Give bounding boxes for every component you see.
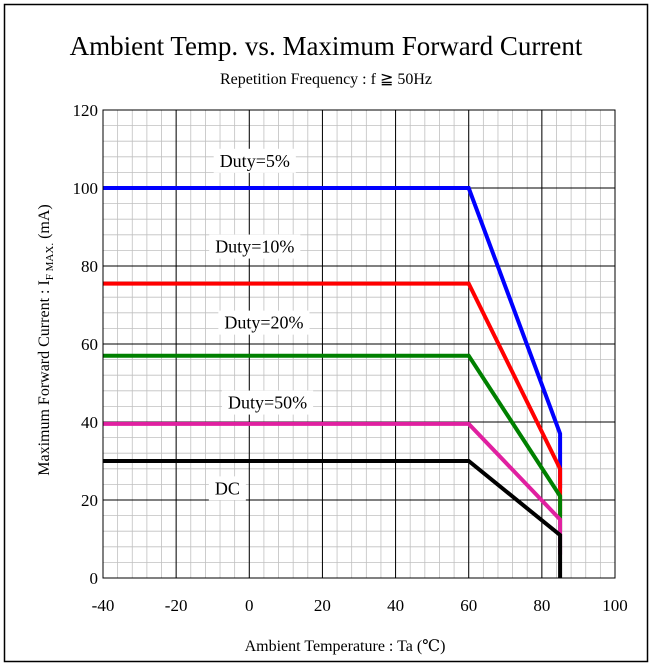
series-label-3: Duty=50% <box>228 393 307 413</box>
y-axis-label-sub: F MAX. <box>44 243 56 281</box>
x-tick-label: 0 <box>245 596 254 615</box>
y-tick-label: 20 <box>81 491 98 510</box>
series-label-1: Duty=10% <box>215 237 294 257</box>
x-tick-label: 40 <box>387 596 404 615</box>
outer-frame <box>5 5 648 662</box>
y-tick-label: 40 <box>81 413 98 432</box>
y-tick-label: 100 <box>73 179 99 198</box>
y-tick-label: 80 <box>81 257 98 276</box>
x-tick-label: 60 <box>460 596 477 615</box>
series-label-4: DC <box>215 478 240 498</box>
x-tick-label: -40 <box>92 596 115 615</box>
y-tick-label: 60 <box>81 335 98 354</box>
chart-subtitle: Repetition Frequency : f ≧ 50Hz <box>220 71 432 88</box>
series-label-0: Duty=5% <box>220 151 290 171</box>
x-tick-label: 80 <box>533 596 550 615</box>
x-tick-label: 20 <box>314 596 331 615</box>
y-axis-label-unit: (mA) <box>36 204 53 243</box>
x-tick-label: 100 <box>602 596 628 615</box>
y-tick-label: 0 <box>90 569 99 588</box>
series-label-2: Duty=20% <box>224 313 303 333</box>
y-tick-label: 120 <box>73 101 99 120</box>
x-tick-label: -20 <box>165 596 188 615</box>
x-axis-label: Ambient Temperature : Ta (℃) <box>245 638 446 655</box>
chart-title: Ambient Temp. vs. Maximum Forward Curren… <box>70 31 583 61</box>
y-axis-label-main: Maximum Forward Current : I <box>36 280 53 476</box>
